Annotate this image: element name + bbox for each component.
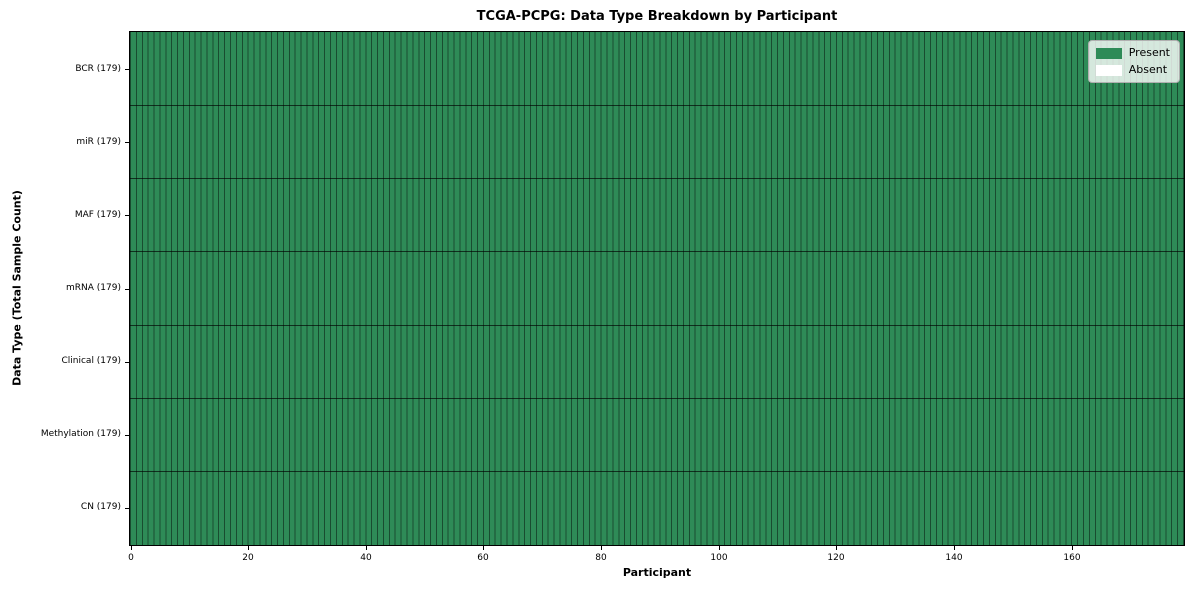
y-tick-label: miR (179) [76, 137, 121, 147]
x-tick-label: 100 [710, 553, 728, 563]
x-tick-label: 160 [1063, 553, 1081, 563]
y-tick-label: MAF (179) [74, 210, 121, 220]
y-tick-label: Methylation (179) [40, 429, 121, 439]
y-tick-mark [125, 508, 129, 509]
chart-title: TCGA-PCPG: Data Type Breakdown by Partic… [476, 9, 838, 24]
y-tick-mark [125, 142, 129, 143]
x-axis-label: Participant [622, 566, 692, 579]
x-tick-mark [366, 546, 367, 550]
legend-swatch-absent [1095, 64, 1122, 76]
y-tick-mark [125, 362, 129, 363]
heatmap-row-methylation [130, 397, 1184, 471]
x-tick-label: 0 [128, 553, 134, 563]
heatmap-row-mir [130, 105, 1184, 178]
heatmap-plot-area [129, 31, 1185, 546]
x-tick-label: 40 [360, 553, 372, 563]
x-tick-mark [719, 546, 720, 550]
heatmap-row-clinical [130, 324, 1184, 398]
x-tick-label: 20 [242, 553, 254, 563]
legend-item-present: Present [1095, 46, 1170, 59]
legend-label-absent: Absent [1128, 63, 1168, 76]
y-tick-label: mRNA (179) [66, 283, 121, 293]
heatmap-row-mrna [130, 251, 1184, 324]
legend-label-present: Present [1128, 46, 1170, 59]
x-tick-label: 140 [945, 553, 963, 563]
x-tick-label: 80 [595, 553, 607, 563]
y-tick-mark [125, 435, 129, 436]
y-tick-label: CN (179) [80, 502, 121, 512]
y-tick-mark [125, 289, 129, 290]
x-tick-mark [131, 546, 132, 550]
y-tick-label: BCR (179) [75, 64, 121, 74]
heatmap-row-maf [130, 178, 1184, 251]
y-tick-label: Clinical (179) [61, 356, 121, 366]
x-tick-mark [836, 546, 837, 550]
x-tick-mark [954, 546, 955, 550]
heatmap-row-bcr [130, 32, 1184, 105]
legend: Present Absent [1087, 40, 1180, 83]
x-tick-mark [601, 546, 602, 550]
y-tick-mark [125, 215, 129, 216]
x-tick-mark [483, 546, 484, 550]
legend-swatch-present [1095, 47, 1122, 59]
x-tick-mark [248, 546, 249, 550]
legend-item-absent: Absent [1095, 63, 1170, 76]
heatmap-row-cn [130, 470, 1184, 544]
x-tick-label: 120 [827, 553, 845, 563]
x-tick-label: 60 [477, 553, 489, 563]
x-tick-mark [1072, 546, 1073, 550]
y-tick-mark [125, 69, 129, 70]
